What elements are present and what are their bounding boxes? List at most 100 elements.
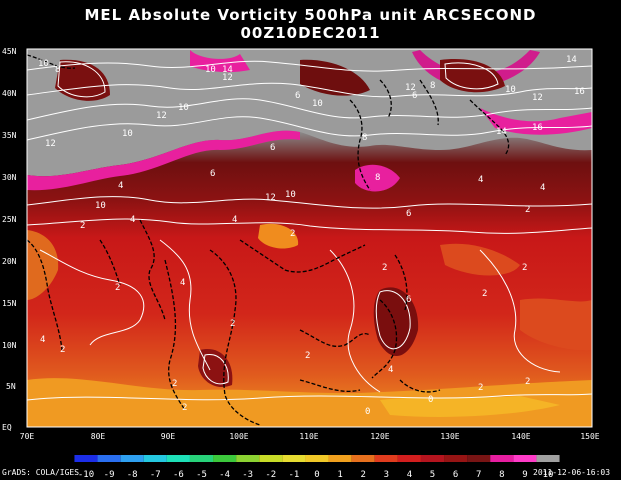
contour-label: 2 xyxy=(382,263,387,273)
colorbar: -10 -9 -8 -7 -6 -5 -4 -3 -2 -1 0 1 2 3 4 5 6 7 8 9 10 xyxy=(74,455,560,480)
contour-label: 2 xyxy=(525,377,530,387)
map-title: MEL Absolute Vorticity 500hPa unit ARCSE… xyxy=(84,6,537,24)
contour-label: 2 xyxy=(305,351,310,361)
colorbar-swatch xyxy=(374,455,398,462)
lon-label: 80E xyxy=(91,432,106,441)
map-valid-time: 00Z10DEC2011 xyxy=(240,24,381,42)
contour-label: 12 xyxy=(405,83,416,93)
contour-label: 4 xyxy=(540,183,545,193)
contour-label: 10 xyxy=(178,103,189,113)
plot-frame xyxy=(26,48,593,428)
contour-label: 2 xyxy=(290,229,295,239)
colorbar-swatch xyxy=(74,455,98,462)
contour-label: 6 xyxy=(412,91,417,101)
lon-label: 130E xyxy=(440,432,459,441)
contour-label: 12 xyxy=(265,193,276,203)
contour-label: 8 xyxy=(362,133,367,143)
lat-label: 20N xyxy=(2,257,17,266)
colorbar-label: 9 xyxy=(522,470,527,480)
colorbar-label: -5 xyxy=(196,470,207,480)
contour-label: 2 xyxy=(60,345,65,355)
colorbar-label: -7 xyxy=(150,470,161,480)
lat-label: 30N xyxy=(2,173,17,182)
colorbar-swatch xyxy=(351,455,375,462)
lon-label: 150E xyxy=(580,432,599,441)
contour-label: 4 xyxy=(40,335,45,345)
lat-label: 45N xyxy=(2,47,17,56)
colorbar-swatch xyxy=(467,455,491,462)
colorbar-swatch xyxy=(259,455,283,462)
contour-label: 4 xyxy=(232,215,237,225)
colorbar-label: -8 xyxy=(127,470,138,480)
colorbar-swatch xyxy=(166,455,190,462)
contour-label: 2 xyxy=(482,289,487,299)
contour-label: 10 xyxy=(505,85,516,95)
colorbar-label: 1 xyxy=(337,470,342,480)
colorbar-label: -4 xyxy=(219,470,230,480)
contour-label: 6 xyxy=(270,143,275,153)
contour-label: 4 xyxy=(388,365,393,375)
contour-label: 2 xyxy=(230,319,235,329)
contour-label: 10 xyxy=(122,129,133,139)
colorbar-label: 0 xyxy=(314,470,319,480)
contour-label: 12 xyxy=(222,73,233,83)
lat-label: EQ xyxy=(2,423,12,432)
colorbar-label: 7 xyxy=(476,470,481,480)
colorbar-swatch xyxy=(305,455,329,462)
colorbar-label: 10 xyxy=(543,470,554,480)
lon-label: 70E xyxy=(20,432,35,441)
contour-label: 10 xyxy=(285,190,296,200)
contour-label: 2 xyxy=(525,205,530,215)
lon-label: 110E xyxy=(299,432,318,441)
lon-label: 120E xyxy=(370,432,389,441)
colorbar-swatch xyxy=(397,455,421,462)
coastlines xyxy=(27,54,510,426)
contour-label: 6 xyxy=(210,169,215,179)
contour-label: 10 xyxy=(205,65,216,75)
colorbar-label: -2 xyxy=(265,470,276,480)
colorbar-swatch xyxy=(420,455,445,462)
lat-label: 40N xyxy=(2,89,17,98)
colorbar-swatch xyxy=(120,455,144,462)
colorbar-swatch xyxy=(328,455,352,462)
contour-labels: 10 8 10 14 12 6 10 12 6 8 10 12 14 16 12… xyxy=(38,55,585,417)
contour-label: 16 xyxy=(574,87,585,97)
field-shading xyxy=(27,49,592,427)
colorbar-label: 8 xyxy=(499,470,504,480)
contour-label: 10 xyxy=(38,59,49,69)
contour-label: 10 xyxy=(312,99,323,109)
grads-credit: GrADS: COLA/IGES xyxy=(2,468,80,477)
colorbar-swatch xyxy=(536,455,560,462)
timestamp: 2011-12-06-16:03 xyxy=(533,468,611,477)
contour-label: 2 xyxy=(80,221,85,231)
colorbar-label: 3 xyxy=(384,470,389,480)
colorbar-label: -10 xyxy=(78,470,94,480)
contour-label: 6 xyxy=(295,91,300,101)
contour-label: 10 xyxy=(95,201,106,211)
colorbar-swatch xyxy=(189,455,214,462)
contour-label: 16 xyxy=(532,123,543,133)
contour-label: 8 xyxy=(375,173,380,183)
lat-label: 35N xyxy=(2,131,17,140)
contour-label: 8 xyxy=(55,65,60,75)
colorbar-label: -6 xyxy=(173,470,184,480)
colorbar-swatch xyxy=(444,455,468,462)
contour-label: 4 xyxy=(180,278,185,288)
colorbar-label: -9 xyxy=(104,470,115,480)
colorbar-label: -1 xyxy=(288,470,299,480)
contour-label: 14 xyxy=(566,55,577,65)
lon-label: 90E xyxy=(161,432,176,441)
contour-label: 12 xyxy=(45,139,56,149)
colorbar-swatch xyxy=(97,455,121,462)
lat-axis-labels: EQ 5N 10N 15N 20N 25N 30N 35N 40N 45N xyxy=(2,47,17,432)
lat-label: 10N xyxy=(2,341,17,350)
colorbar-label: 5 xyxy=(430,470,435,480)
colorbar-label: 6 xyxy=(453,470,458,480)
contour-label: 2 xyxy=(478,383,483,393)
contour-label: 4 xyxy=(118,181,123,191)
contour-label: 0 xyxy=(428,395,433,405)
colorbar-label: 4 xyxy=(407,470,412,480)
contour-label: 2 xyxy=(172,379,177,389)
colorbar-swatch xyxy=(143,455,167,462)
